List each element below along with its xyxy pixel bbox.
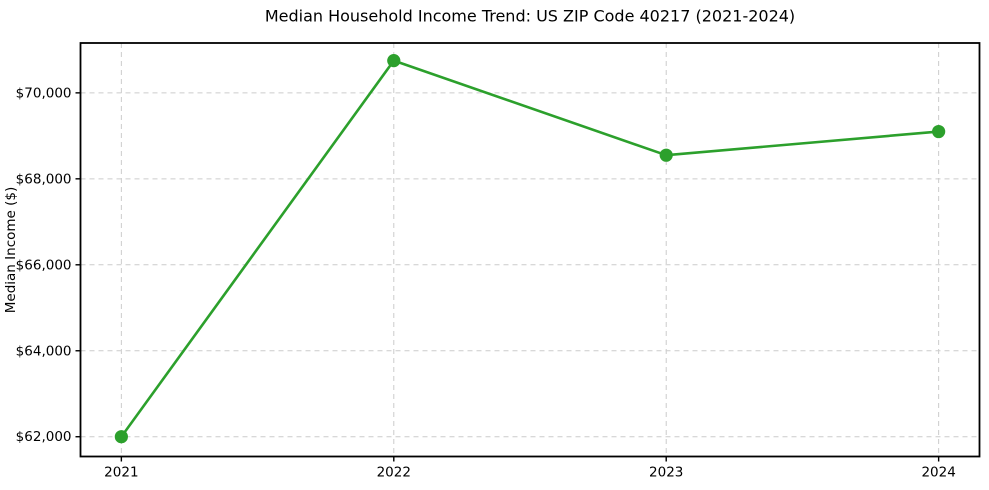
x-tick-label: 2024 <box>921 465 955 481</box>
x-tick-label: 2022 <box>377 465 411 481</box>
grid-layer <box>80 43 980 457</box>
chart-title: Median Household Income Trend: US ZIP Co… <box>265 7 795 26</box>
income-series <box>114 54 946 444</box>
data-point-marker <box>659 148 673 162</box>
y-tick-label: $64,000 <box>16 343 72 359</box>
y-axis-label: Median Income ($) <box>3 187 19 313</box>
income-trend-line <box>120 59 940 439</box>
axes-layer: $62,000 $64,000 $66,000 $68,000 $70,000 2021 2… <box>16 42 981 481</box>
data-point-marker <box>114 430 128 444</box>
data-point-marker <box>932 124 946 139</box>
plot-border <box>79 42 981 458</box>
y-tick-label: $70,000 <box>16 85 72 101</box>
y-tick-label: $62,000 <box>16 429 72 445</box>
y-tick-label: $68,000 <box>16 171 72 187</box>
y-tick-label: $66,000 <box>16 257 72 273</box>
x-tick-label: 2023 <box>649 465 683 481</box>
data-point-marker <box>387 54 401 68</box>
x-tick-label: 2021 <box>104 465 138 481</box>
